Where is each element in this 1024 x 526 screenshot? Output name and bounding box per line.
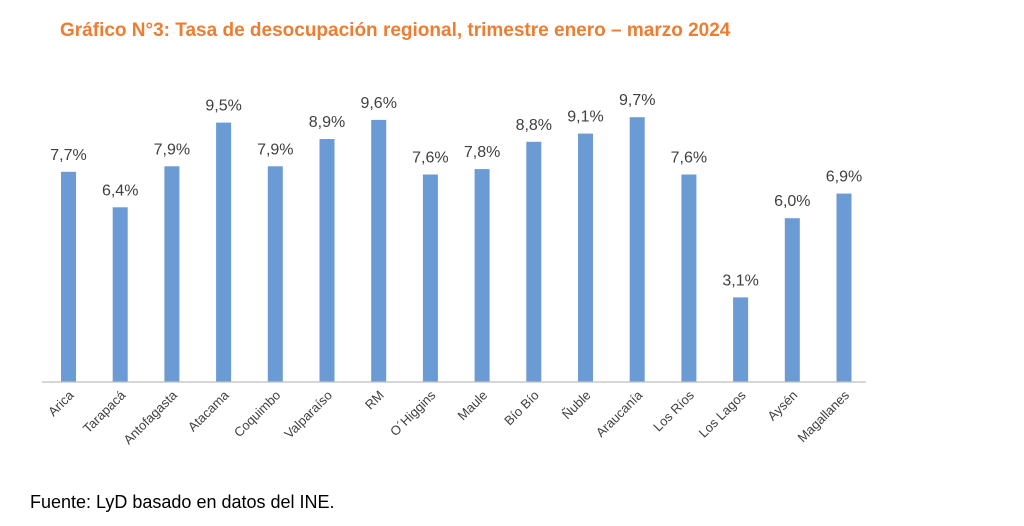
data-label-tarapaca: 6,4% xyxy=(102,182,138,199)
data-label-o-higgins: 7,6% xyxy=(412,150,448,167)
bar-arica xyxy=(61,171,76,382)
data-label-los-rios: 7,6% xyxy=(671,150,707,167)
bar-tarapaca xyxy=(112,207,128,382)
bar-araucania xyxy=(629,117,645,382)
data-label-bio-bio: 8,8% xyxy=(516,117,552,134)
category-label-o-higgins: O´Higgins xyxy=(387,387,439,439)
data-label-rm: 9,6% xyxy=(360,95,396,112)
category-label-los-rios: Los Ríos xyxy=(650,387,697,434)
category-label-antofagasta: Antofagasta xyxy=(120,387,180,447)
chart-title: Gráfico N°3: Tasa de desocupación region… xyxy=(60,20,731,41)
bar-rm xyxy=(371,119,387,383)
data-label-nuble: 9,1% xyxy=(567,109,603,126)
category-label-rm: RM xyxy=(362,388,387,413)
category-label-magallanes: Magallanes xyxy=(794,387,852,445)
bars-group xyxy=(61,117,852,383)
source-note: Fuente: LyD basado en datos del INE. xyxy=(30,492,335,512)
category-label-tarapaca: Tarapacá xyxy=(80,387,129,436)
category-label-nuble: Ñuble xyxy=(559,388,594,423)
category-label-aysen: Aysén xyxy=(764,388,800,424)
bar-valparaiso xyxy=(319,139,335,382)
data-label-aysen: 6,0% xyxy=(774,193,810,210)
bar-o-higgins xyxy=(422,174,438,382)
bar-coquimbo xyxy=(267,166,283,382)
data-label-coquimbo: 7,9% xyxy=(257,141,293,158)
data-label-maule: 7,8% xyxy=(464,144,500,161)
bar-bio-bio xyxy=(526,141,542,382)
data-label-valparaiso: 8,9% xyxy=(309,114,345,131)
category-label-valparaiso: Valparaíso xyxy=(281,388,335,442)
category-label-bio-bio: Bío Bío xyxy=(501,388,542,429)
data-label-araucania: 9,7% xyxy=(619,92,655,109)
data-label-arica: 7,7% xyxy=(50,147,86,164)
category-label-los-lagos: Los Lagos xyxy=(696,387,749,440)
category-label-arica: Arica xyxy=(45,387,77,419)
bar-magallanes xyxy=(836,193,852,382)
bar-los-rios xyxy=(681,174,697,382)
category-label-maule: Maule xyxy=(455,388,491,424)
category-label-atacama: Atacama xyxy=(185,387,232,434)
data-label-magallanes: 6,9% xyxy=(826,169,862,186)
bar-los-lagos xyxy=(733,297,749,382)
data-label-antofagasta: 7,9% xyxy=(154,141,190,158)
category-label-araucania: Araucanía xyxy=(593,387,646,440)
bar-atacama xyxy=(216,122,232,382)
data-labels-group: 7,7% 6,4% 7,9% 9,5% 7,9% 8,9% 9,6% 7,6% 7,8% 8,8%… xyxy=(50,92,862,289)
bar-nuble xyxy=(578,133,593,382)
category-label-coquimbo: Coquimbo xyxy=(231,388,284,441)
data-label-los-lagos: 3,1% xyxy=(722,272,758,289)
bar-antofagasta xyxy=(164,166,180,382)
bar-aysen xyxy=(784,218,800,382)
data-label-atacama: 9,5% xyxy=(205,98,241,115)
bar-maule xyxy=(474,169,490,382)
